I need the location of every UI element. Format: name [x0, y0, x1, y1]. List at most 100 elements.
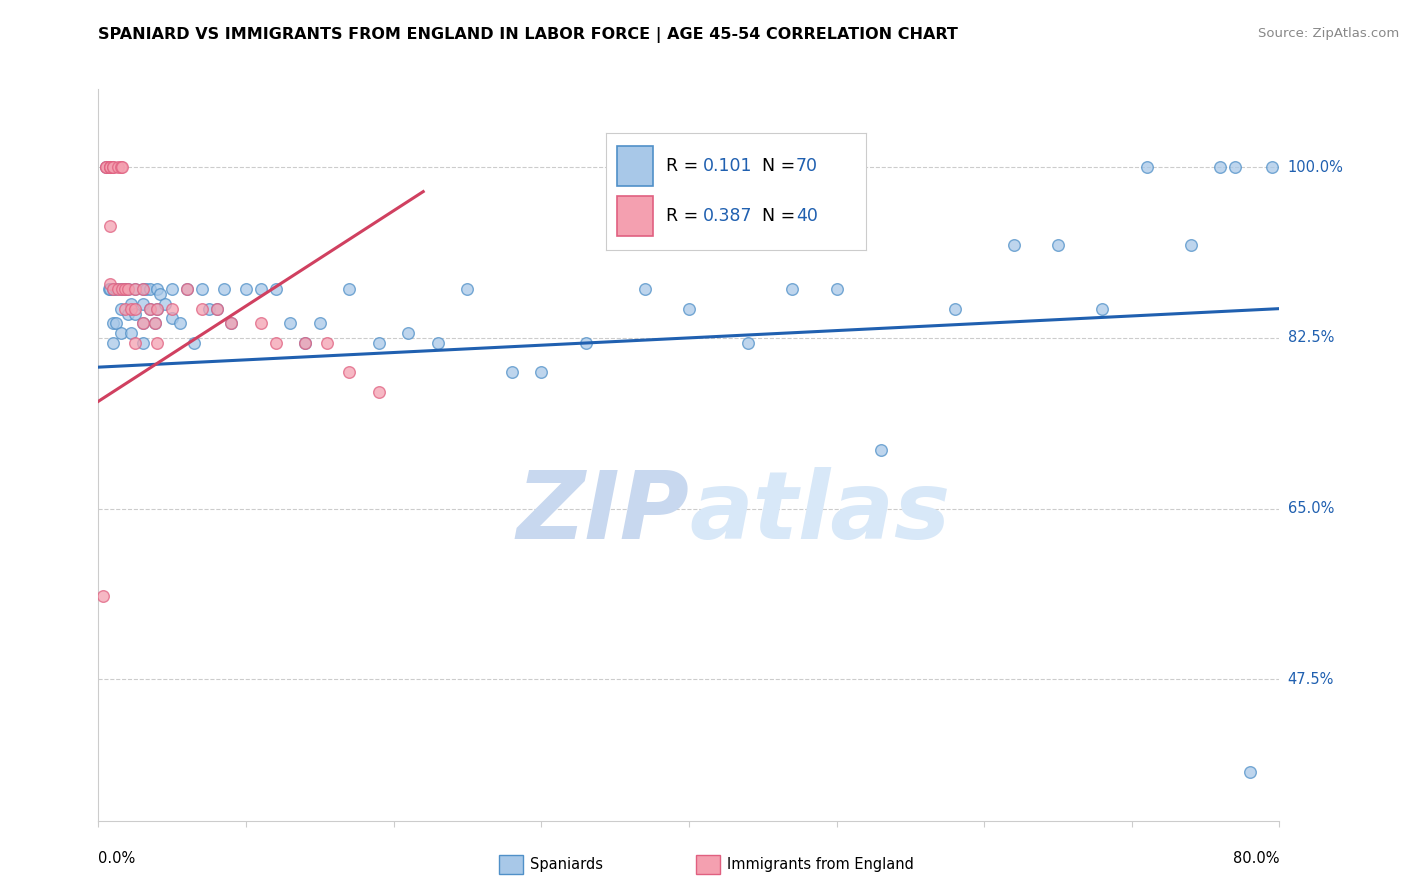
Text: 40: 40	[796, 207, 818, 225]
Point	[191, 282, 214, 296]
Point	[264, 335, 287, 350]
Text: 100.0%: 100.0%	[1288, 160, 1344, 175]
Point	[146, 335, 169, 350]
Point	[105, 316, 128, 330]
Point	[94, 160, 117, 174]
Point	[94, 160, 117, 174]
Point	[103, 282, 125, 296]
Point	[219, 316, 242, 330]
Point	[501, 365, 523, 379]
Point	[110, 301, 132, 316]
Point	[110, 282, 132, 296]
Point	[678, 301, 700, 316]
Text: Spaniards: Spaniards	[530, 857, 603, 871]
Point	[337, 282, 360, 296]
Point	[117, 282, 139, 296]
Point	[98, 160, 121, 174]
Point	[153, 297, 176, 311]
Point	[1002, 238, 1025, 252]
Text: SPANIARD VS IMMIGRANTS FROM ENGLAND IN LABOR FORCE | AGE 45-54 CORRELATION CHART: SPANIARD VS IMMIGRANTS FROM ENGLAND IN L…	[98, 27, 959, 43]
Point	[205, 301, 228, 316]
Text: 47.5%: 47.5%	[1288, 672, 1334, 687]
Point	[149, 287, 172, 301]
Point	[97, 282, 120, 296]
Point	[105, 282, 128, 296]
Point	[176, 282, 198, 296]
Point	[456, 282, 478, 296]
Text: R =: R =	[666, 207, 704, 225]
Point	[176, 282, 198, 296]
Point	[132, 335, 155, 350]
Point	[1135, 160, 1157, 174]
Point	[124, 301, 146, 316]
Point	[124, 282, 146, 296]
Point	[212, 282, 235, 296]
Point	[132, 316, 155, 330]
Point	[146, 282, 169, 296]
Point	[107, 160, 129, 174]
Point	[294, 335, 316, 350]
Point	[124, 306, 146, 320]
Point	[146, 301, 169, 316]
Point	[139, 301, 162, 316]
Point	[368, 384, 391, 399]
Point	[132, 282, 155, 296]
Text: 80.0%: 80.0%	[1233, 851, 1279, 866]
Point	[143, 316, 166, 330]
Text: 70: 70	[796, 157, 818, 175]
Point	[633, 282, 655, 296]
Point	[309, 316, 332, 330]
Point	[114, 301, 136, 316]
Point	[98, 160, 121, 174]
Point	[98, 160, 121, 174]
Point	[124, 335, 146, 350]
Point	[316, 335, 339, 350]
Point	[264, 282, 287, 296]
Point	[110, 160, 132, 174]
Point	[162, 282, 183, 296]
Point	[111, 282, 134, 296]
Point	[120, 301, 142, 316]
Point	[198, 301, 221, 316]
Point	[337, 365, 360, 379]
Point	[169, 316, 191, 330]
Point	[1261, 160, 1284, 174]
Text: 0.0%: 0.0%	[98, 851, 135, 866]
Point	[250, 316, 273, 330]
Point	[114, 282, 136, 296]
Point	[250, 282, 273, 296]
Point	[1239, 764, 1261, 779]
Point	[1091, 301, 1114, 316]
Text: 65.0%: 65.0%	[1288, 501, 1334, 516]
Point	[111, 160, 134, 174]
Point	[139, 301, 162, 316]
Point	[132, 282, 155, 296]
Point	[1209, 160, 1232, 174]
Point	[943, 301, 966, 316]
Point	[191, 301, 214, 316]
Text: 0.101: 0.101	[703, 157, 752, 175]
Point	[782, 282, 804, 296]
Point	[278, 316, 302, 330]
Point	[135, 282, 157, 296]
Point	[183, 335, 205, 350]
Point	[124, 282, 146, 296]
Point	[162, 301, 183, 316]
Point	[294, 335, 316, 350]
Point	[98, 277, 121, 292]
Point	[162, 311, 183, 326]
Text: N =: N =	[762, 157, 801, 175]
Point	[94, 160, 117, 174]
Point	[869, 443, 891, 458]
FancyBboxPatch shape	[617, 146, 652, 186]
Point	[103, 316, 125, 330]
Point	[1180, 238, 1202, 252]
Point	[120, 297, 142, 311]
Point	[574, 335, 596, 350]
Point	[117, 306, 139, 320]
Text: 82.5%: 82.5%	[1288, 330, 1334, 345]
Point	[368, 335, 391, 350]
Point	[117, 282, 139, 296]
Point	[91, 590, 114, 604]
Text: ZIP: ZIP	[516, 467, 689, 559]
